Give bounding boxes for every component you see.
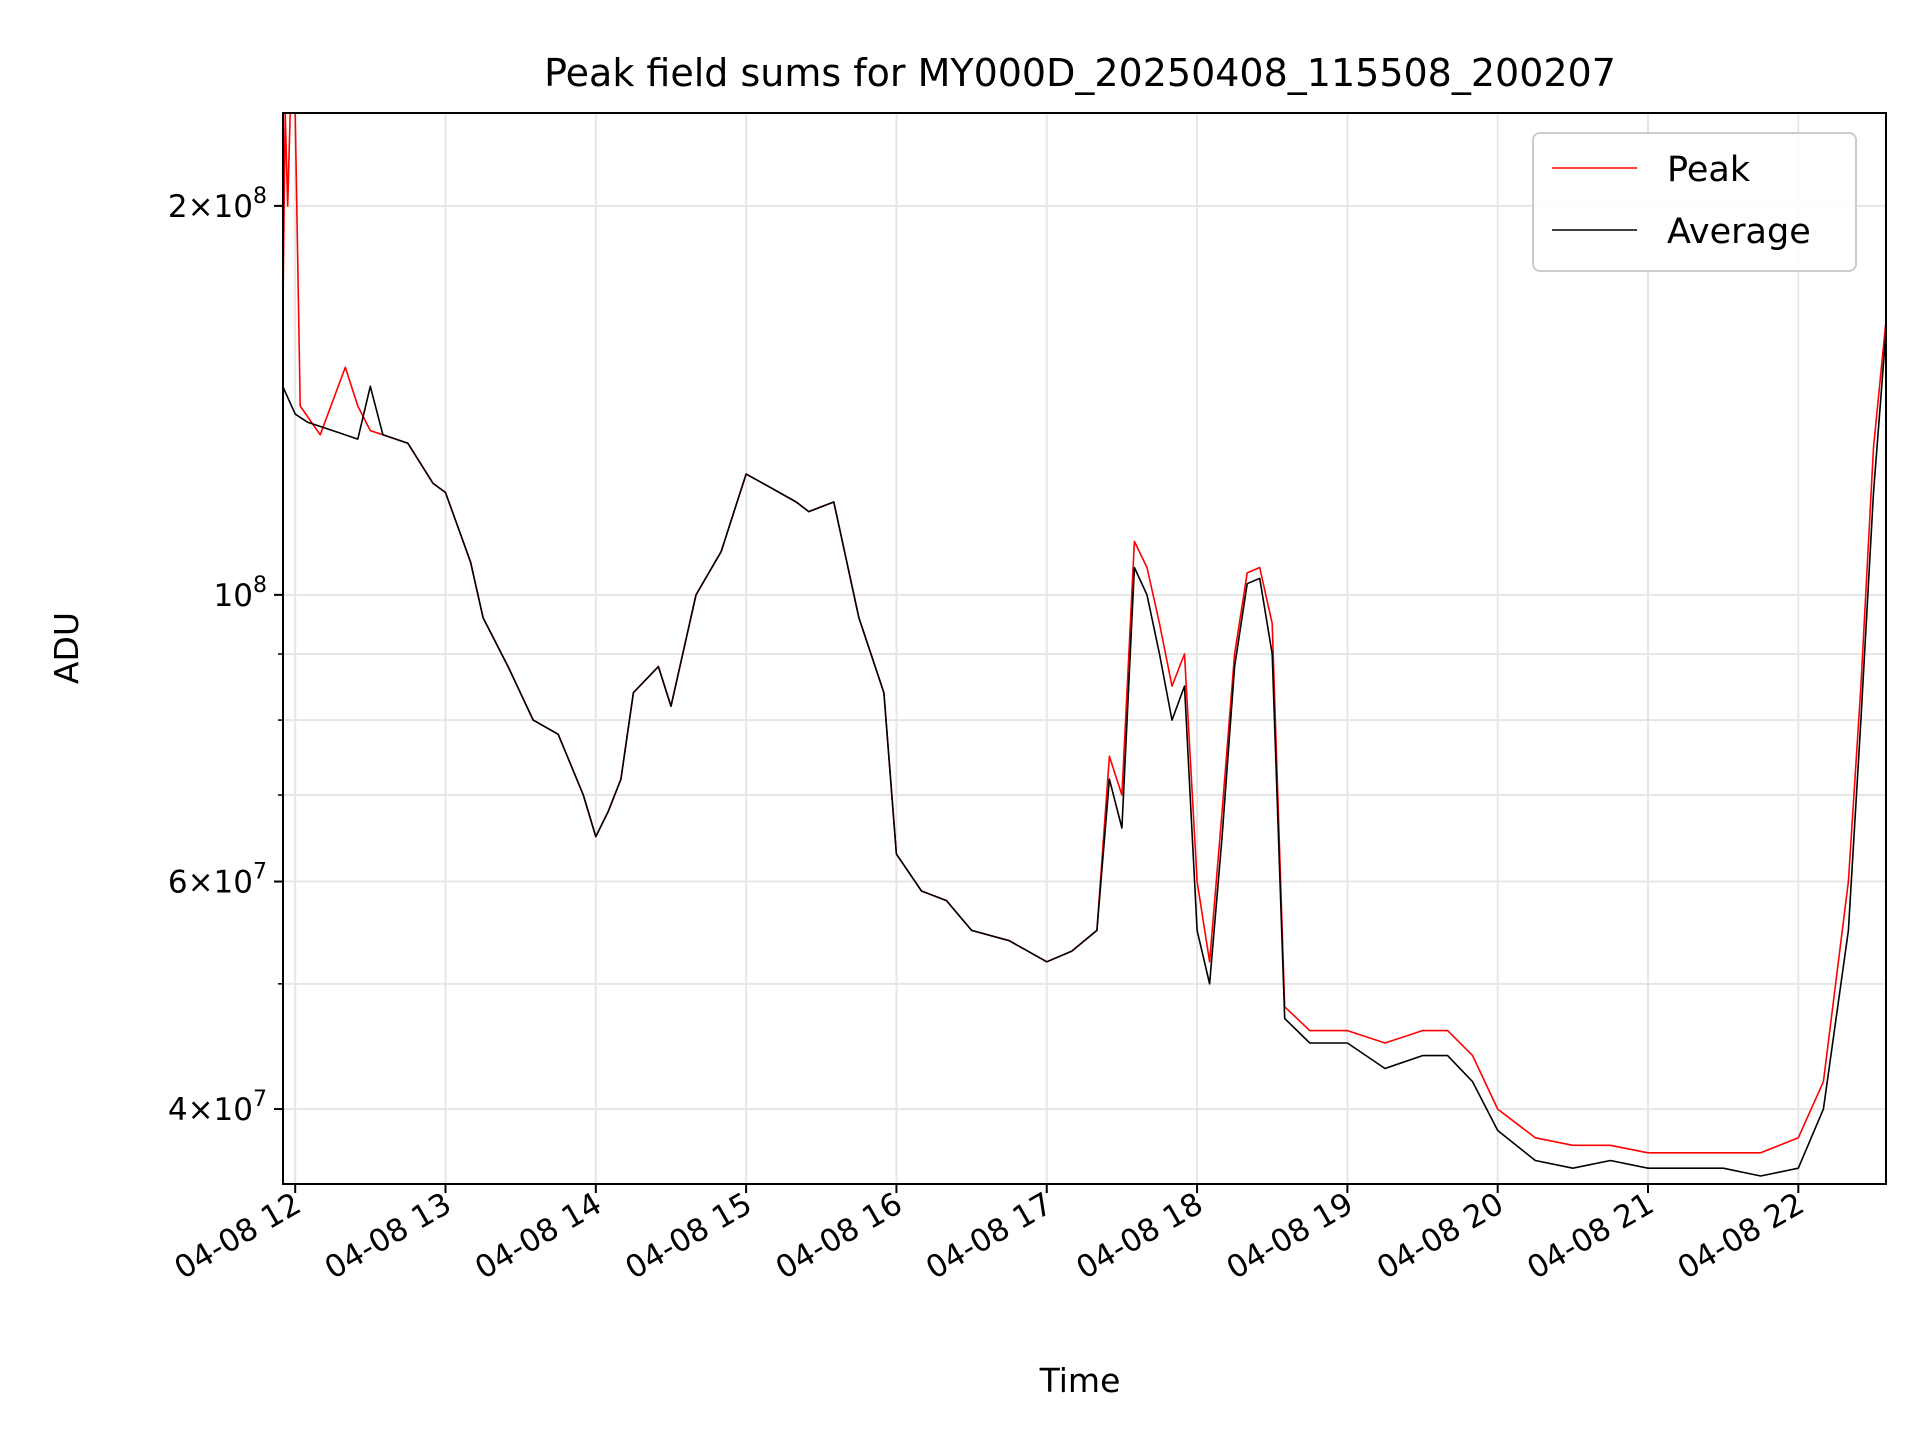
series-layer — [283, 113, 1886, 1177]
chart-title: Peak field sums for MY000D_20250408_1155… — [544, 51, 1616, 95]
y-tick-label: 6×107 — [168, 860, 267, 901]
series-average-line — [283, 331, 1886, 1177]
y-tick-label: 108 — [214, 573, 267, 614]
legend: Peak Average — [1532, 132, 1857, 272]
legend-average-label: Average — [1667, 212, 1811, 252]
plot-frame — [282, 112, 1887, 1185]
y-tick-label: 2×108 — [168, 184, 267, 225]
legend-peak-label: Peak — [1667, 150, 1751, 190]
y-axis-label: ADU — [47, 612, 86, 684]
y-tick-label: 4×107 — [168, 1087, 267, 1128]
x-axis-label: Time — [1039, 1361, 1121, 1400]
grid — [283, 113, 1886, 1184]
